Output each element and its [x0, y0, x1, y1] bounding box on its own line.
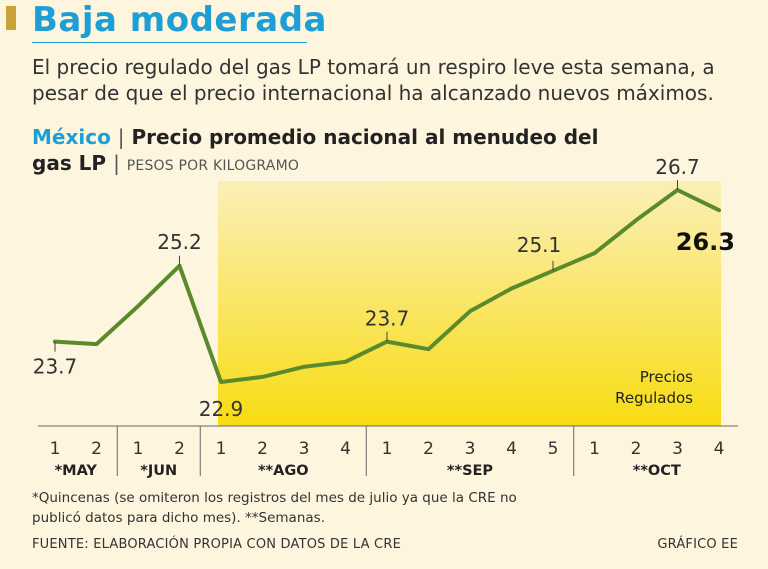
- chart-title-units: PESOS POR KILOGRAMO: [126, 158, 300, 174]
- accent-bar: [6, 6, 16, 30]
- data-label: 23.7: [365, 307, 410, 331]
- x-tick-label: 1: [589, 439, 600, 459]
- regulated-label-line2: Regulados: [615, 389, 693, 407]
- chart-title: México | Precio promedio nacional al men…: [32, 124, 632, 179]
- deck-text: El precio regulado del gas LP tomará un …: [32, 55, 715, 105]
- x-tick-label: 1: [133, 439, 144, 459]
- headline: Baja moderada: [32, 0, 327, 40]
- x-tick-label: 4: [714, 439, 725, 459]
- x-group-label: **SEP: [447, 463, 494, 479]
- data-point: [592, 251, 597, 255]
- data-point: [426, 347, 431, 351]
- data-point: [343, 360, 348, 364]
- x-tick-label: 3: [672, 439, 683, 459]
- chart-title-units-separator: |: [113, 151, 120, 175]
- chart-title-text: Precio promedio nacional al menudeo del …: [32, 125, 599, 175]
- data-point: [136, 304, 140, 308]
- data-label: 22.9: [199, 397, 244, 421]
- data-label: 25.1: [517, 233, 562, 257]
- x-tick-label: 3: [465, 439, 476, 459]
- x-tick-label: 4: [340, 439, 351, 459]
- data-label: 23.7: [33, 355, 78, 379]
- data-point: [468, 309, 472, 313]
- headline-rule: [32, 42, 307, 43]
- regulated-label-line1: Precios: [640, 368, 693, 386]
- chart-title-country: México: [32, 125, 111, 149]
- x-tick-label: 5: [548, 439, 559, 459]
- footnote: *Quincenas (se omiteron los registros de…: [32, 490, 517, 526]
- x-tick-label: 2: [91, 439, 102, 459]
- graphic-credit: GRÁFICO EE: [657, 537, 738, 552]
- data-label: 25.2: [157, 230, 202, 254]
- x-tick-label: 3: [299, 439, 310, 459]
- data-point: [260, 375, 265, 379]
- chart-title-separator: |: [117, 125, 125, 149]
- data-point: [509, 286, 514, 291]
- source-note: FUENTE: ELABORACIÓN PROPIA CON DATOS DE …: [32, 537, 401, 552]
- x-tick-label: 1: [382, 439, 393, 459]
- x-tick-label: 2: [631, 439, 642, 459]
- x-tick-label: 2: [423, 439, 434, 459]
- data-label: 26.3: [676, 228, 735, 256]
- x-group-label: *MAY: [55, 463, 98, 479]
- x-group-label: **AGO: [258, 463, 309, 479]
- x-group-label: **OCT: [633, 463, 681, 479]
- x-tick-label: 1: [216, 439, 227, 459]
- data-point: [717, 208, 721, 212]
- data-label: 26.7: [655, 155, 700, 179]
- data-point: [302, 365, 306, 369]
- x-tick-label: 4: [506, 439, 517, 459]
- data-point: [94, 342, 99, 346]
- data-point: [634, 218, 638, 222]
- x-tick-label: 2: [257, 439, 268, 459]
- x-tick-label: 1: [50, 439, 61, 459]
- x-group-label: *JUN: [140, 463, 177, 479]
- x-tick-label: 2: [174, 439, 185, 459]
- data-point: [219, 380, 223, 384]
